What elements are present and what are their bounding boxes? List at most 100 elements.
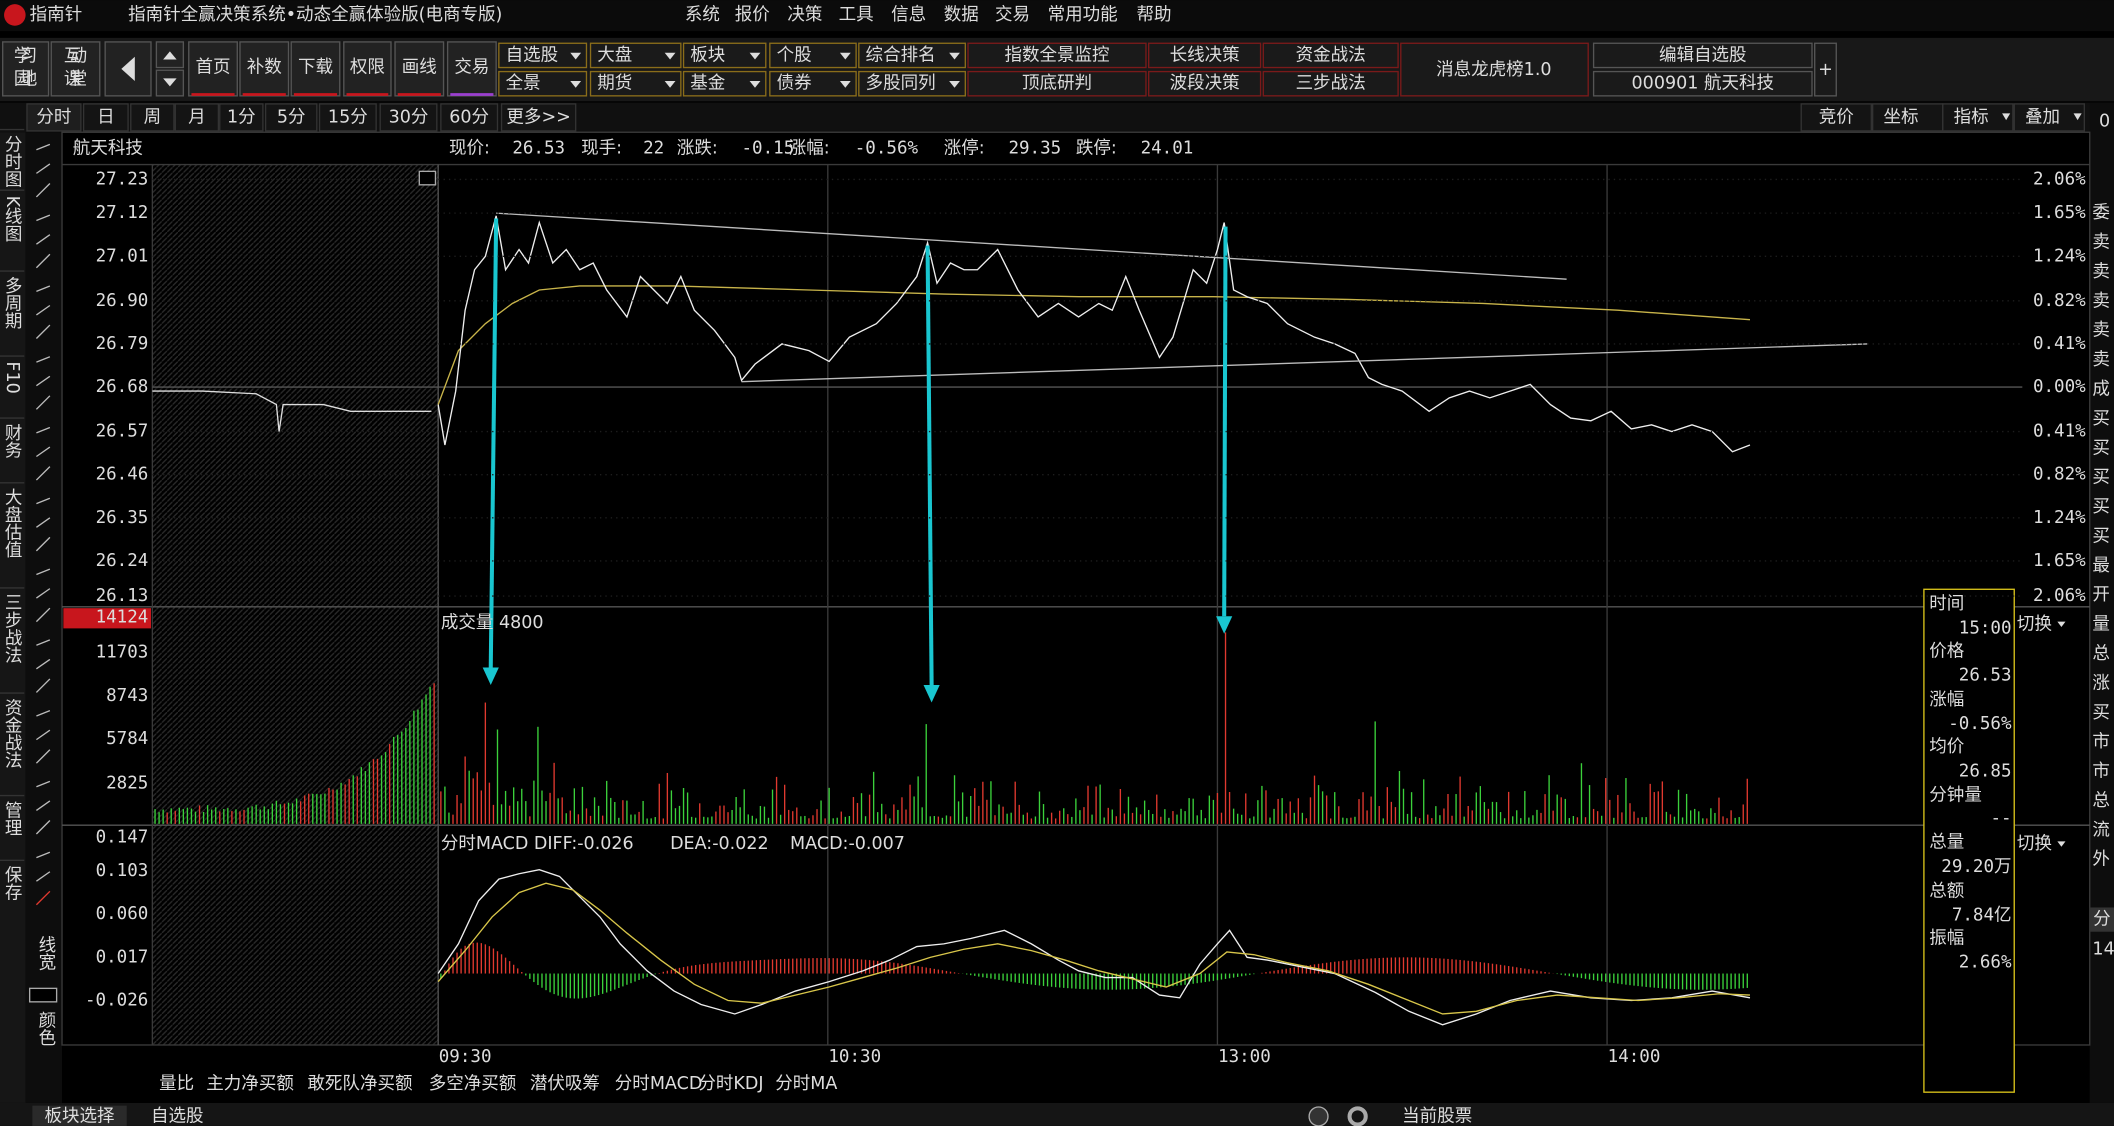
indicator-tab[interactable]: 量比 bbox=[159, 1074, 194, 1094]
dropdown-label[interactable]: 全景 bbox=[506, 74, 541, 94]
dropdown-label[interactable]: 债券 bbox=[777, 74, 813, 94]
sidebar-item[interactable]: 保存 bbox=[2, 866, 22, 901]
chart-tool-label[interactable]: 竞价 bbox=[1819, 107, 1854, 127]
draw-tool-icon[interactable] bbox=[36, 375, 51, 387]
pause-button[interactable] bbox=[1308, 1106, 1329, 1126]
line-width-box[interactable] bbox=[28, 987, 58, 1003]
menu-item[interactable]: 决策 bbox=[787, 5, 822, 25]
dropdown[interactable] bbox=[858, 70, 966, 97]
menu-item[interactable]: 系统 bbox=[685, 5, 720, 25]
chart-tool[interactable] bbox=[1871, 103, 1944, 132]
period-tab[interactable] bbox=[82, 103, 129, 132]
feature-label[interactable]: 指数全景监控 bbox=[1004, 45, 1109, 65]
period-label[interactable]: 周 bbox=[144, 107, 162, 127]
feature-button[interactable] bbox=[1262, 70, 1399, 97]
draw-tool-icon[interactable] bbox=[36, 851, 51, 859]
draw-tool-icon[interactable] bbox=[35, 749, 51, 764]
draw-tool-icon[interactable] bbox=[35, 183, 51, 198]
period-tab[interactable] bbox=[174, 103, 220, 132]
draw-tool-icon[interactable] bbox=[36, 517, 51, 528]
plus-label[interactable]: + bbox=[1818, 60, 1833, 80]
draw-tool-icon[interactable] bbox=[36, 780, 51, 788]
feature-button[interactable] bbox=[1148, 42, 1262, 69]
period-tab[interactable] bbox=[26, 103, 82, 132]
sidebar-item[interactable]: 三步战法 bbox=[2, 593, 22, 663]
indicator-tab[interactable]: 分时MACD bbox=[615, 1074, 703, 1094]
menu-item[interactable]: 常用功能 bbox=[1048, 5, 1118, 25]
draw-tool-icon[interactable] bbox=[35, 678, 51, 693]
panel-toggle[interactable] bbox=[418, 170, 437, 186]
dropdown[interactable] bbox=[589, 42, 682, 69]
sidebar-item[interactable]: 财务 bbox=[2, 423, 22, 458]
settings-button[interactable] bbox=[1347, 1106, 1368, 1126]
indicator-tab[interactable]: 多空净买额 bbox=[429, 1074, 517, 1094]
dropdown-label[interactable]: 个股 bbox=[777, 45, 812, 65]
dropdown-label[interactable]: 综合排名 bbox=[866, 45, 936, 65]
draw-tool-icon[interactable] bbox=[36, 658, 51, 670]
draw-tool-icon[interactable] bbox=[36, 639, 51, 646]
period-label[interactable]: 1分 bbox=[227, 107, 256, 127]
period-label[interactable]: 月 bbox=[188, 107, 206, 127]
sidebar-item[interactable]: F10 bbox=[2, 361, 22, 393]
draw-tool-icon[interactable] bbox=[36, 497, 51, 505]
period-label[interactable]: 日 bbox=[97, 107, 115, 127]
add-button[interactable] bbox=[1814, 42, 1837, 97]
draw-tool-icon[interactable] bbox=[36, 234, 51, 245]
indicator-tab[interactable]: 敢死队净买额 bbox=[307, 1074, 413, 1094]
indicator-tab[interactable]: 主力净买额 bbox=[206, 1074, 294, 1094]
draw-tool-icon[interactable] bbox=[36, 568, 51, 576]
draw-tool-icon[interactable] bbox=[36, 356, 51, 363]
sidebar-item[interactable]: K线图 bbox=[2, 196, 22, 243]
draw-tool-icon[interactable] bbox=[36, 588, 51, 599]
dropdown[interactable] bbox=[589, 70, 682, 97]
draw-tool-icon[interactable] bbox=[35, 607, 51, 623]
dropdown-label[interactable]: 板块 bbox=[690, 45, 725, 65]
feature-label[interactable]: 波段决策 bbox=[1170, 74, 1240, 94]
indicator-tab[interactable]: 潜伏吸筹 bbox=[530, 1074, 600, 1094]
toolbar-button[interactable] bbox=[188, 41, 238, 97]
period-label[interactable]: 分时 bbox=[36, 107, 71, 127]
indicator-tab[interactable]: 分时KDJ bbox=[698, 1074, 763, 1094]
draw-tool-icon[interactable] bbox=[35, 324, 51, 339]
period-tab[interactable] bbox=[318, 103, 377, 132]
dropdown[interactable] bbox=[498, 70, 588, 97]
period-tab[interactable] bbox=[264, 103, 318, 132]
draw-tool-icon[interactable] bbox=[36, 163, 51, 174]
toolbar-button[interactable] bbox=[343, 41, 392, 97]
period-tab[interactable] bbox=[379, 103, 438, 132]
sidebar-item[interactable]: 分时图 bbox=[2, 135, 22, 188]
switch-label[interactable]: 切换 bbox=[2017, 614, 2052, 634]
draw-tool-icon[interactable] bbox=[36, 304, 51, 316]
edit-button[interactable] bbox=[1592, 42, 1813, 69]
chart-tool[interactable] bbox=[1800, 103, 1872, 132]
menu-item[interactable]: 报价 bbox=[735, 5, 770, 25]
draw-tool-icon[interactable] bbox=[35, 820, 51, 835]
feature-button[interactable] bbox=[1262, 42, 1399, 69]
feature-button[interactable] bbox=[1148, 70, 1262, 97]
draw-tool-icon[interactable] bbox=[36, 143, 51, 151]
dropdown-label[interactable]: 多股同列 bbox=[866, 74, 936, 94]
draw-tool-icon[interactable] bbox=[36, 800, 51, 811]
news-label[interactable]: 消息龙虎榜1.0 bbox=[1436, 60, 1551, 80]
feature-button[interactable] bbox=[967, 42, 1147, 69]
period-label[interactable]: 15分 bbox=[328, 107, 368, 127]
right-panel-tab[interactable]: 分 bbox=[2093, 910, 2111, 930]
dropdown-label[interactable]: 自选股 bbox=[506, 45, 559, 65]
dropdown-label[interactable]: 期货 bbox=[597, 74, 632, 94]
toolbar-button[interactable] bbox=[446, 41, 497, 97]
menu-item[interactable]: 信息 bbox=[891, 5, 926, 25]
dropdown[interactable] bbox=[769, 70, 857, 97]
sidebar-item[interactable]: 管理 bbox=[2, 801, 22, 836]
period-label[interactable]: 5分 bbox=[277, 107, 306, 127]
draw-tool-icon[interactable] bbox=[36, 446, 51, 458]
news-button[interactable] bbox=[1400, 42, 1589, 97]
period-tab[interactable] bbox=[130, 103, 175, 132]
feature-label[interactable]: 长线决策 bbox=[1170, 45, 1240, 65]
chart-tool[interactable] bbox=[2013, 103, 2086, 132]
chart-tool[interactable] bbox=[1942, 103, 2014, 132]
chart-tool-label[interactable]: 指标 bbox=[1954, 107, 1989, 127]
toolbar-button[interactable] bbox=[2, 41, 50, 97]
draw-tool-icon[interactable] bbox=[35, 890, 51, 906]
draw-tool-icon[interactable] bbox=[35, 466, 51, 481]
period-label[interactable]: 60分 bbox=[449, 107, 489, 127]
